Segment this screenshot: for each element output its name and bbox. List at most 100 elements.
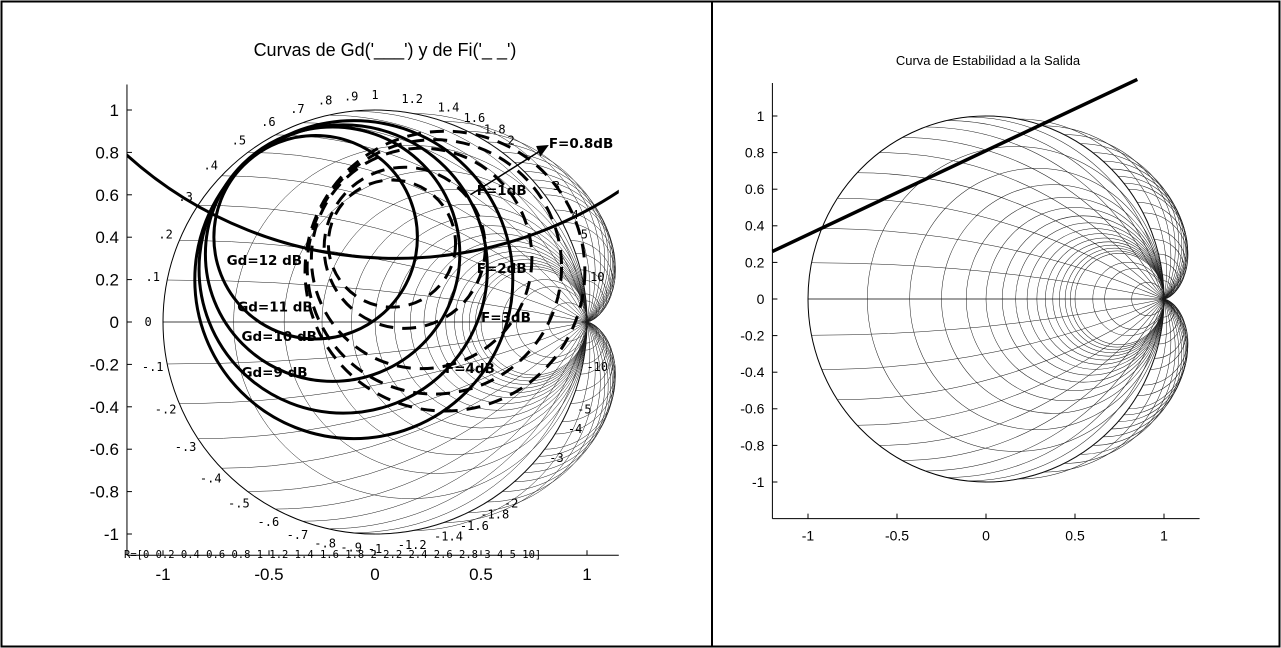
smith-x-label-11: .8 — [318, 94, 332, 108]
smith-x-label-38: -10 — [586, 360, 608, 374]
left-smith-x-arc-pos-13 — [486, 141, 605, 323]
gain-circle-3 — [193, 119, 515, 441]
right-smith-x-arc-pos-27 — [1163, 280, 1173, 300]
right-smith-x-arc-neg-4 — [879, 298, 1165, 446]
noise-label-3: F=3dB — [481, 310, 531, 326]
gain-label-0: Gd=12 dB — [227, 253, 303, 269]
noise-circle-2 — [309, 146, 534, 371]
right-y-tick-label-2: 0.6 — [745, 181, 765, 197]
noise-circle-0 — [326, 178, 458, 309]
right-y-tick-label-1: 0.8 — [745, 145, 765, 161]
smith-x-label-5: 2 — [507, 134, 514, 148]
smith-x-label-37: -5 — [577, 402, 591, 416]
smith-x-label-24: -.5 — [228, 496, 250, 510]
smith-x-label-23: -.4 — [200, 472, 222, 486]
smith-x-label-17: .2 — [158, 228, 172, 242]
smith-x-label-33: -1.8 — [480, 508, 509, 522]
right-y-tick-label-4: 0.2 — [745, 254, 765, 270]
left-smith-x-arc-neg-17 — [532, 321, 615, 465]
right-x-tick-label-0: -1 — [802, 528, 815, 544]
right-y-tick-label-10: -1 — [752, 474, 765, 490]
arrow-line — [470, 147, 545, 196]
left-smith-x-arc-pos-8 — [352, 110, 588, 323]
smith-x-label-2: 1.4 — [438, 100, 460, 114]
right-smith-x-arc-neg-13 — [1080, 298, 1180, 455]
smith-x-label-16: .3 — [178, 190, 192, 204]
smith-x-label-30: -1.2 — [398, 538, 427, 552]
left-chart-title: Curvas de Gd('___') y de Fi('_ _') — [254, 40, 517, 61]
right-smith-x-arc-neg-27 — [1163, 298, 1173, 318]
left-x-tick-label-0: -1 — [155, 565, 170, 584]
right-smith-x-arc-pos-10 — [1018, 118, 1167, 300]
right-axes: -1 -0.5 0 0.5 1 1 0.8 0.6 0.4 0.2 0 -0.2 -0.4 -0.6 -0.… — [740, 83, 1200, 544]
smith-x-label-28: -.9 — [340, 541, 362, 555]
left-smith-x-arc-neg-2 — [198, 321, 588, 439]
smith-x-label-9: 10 — [590, 270, 604, 284]
left-r-values-label: R=[0 0.2 0.4 0.6 0.8 1 1.2 1.4 1.6 1.8 2… — [124, 549, 541, 561]
smith-x-label-25: -.6 — [258, 515, 280, 529]
left-y-tick-label-5: 0 — [109, 313, 118, 332]
right-smith-x-arc-pos-8 — [967, 116, 1165, 300]
left-smith-x-arc-neg-27 — [585, 321, 597, 344]
left-smith-x-arc-pos-14 — [502, 152, 609, 323]
smith-x-label-20: -.1 — [142, 360, 164, 374]
gain-circle-0 — [212, 133, 419, 341]
arrow-head — [536, 144, 549, 157]
right-curves — [771, 77, 1139, 254]
smith-x-label-4: 1.8 — [484, 122, 506, 136]
right-y-tick-label-6: -0.2 — [740, 328, 764, 344]
right-smith-x-arc-neg-2 — [837, 298, 1165, 400]
left-smith-x-arc-pos-27 — [585, 300, 597, 323]
left-curves — [126, 119, 619, 441]
right-smith-x-arc-pos-9 — [985, 115, 1165, 300]
left-smith-x-arc-pos-2 — [198, 205, 588, 323]
smith-x-label-22: -.3 — [175, 440, 197, 454]
smith-x-label-10: .9 — [344, 89, 358, 103]
smith-x-label-21: -.2 — [155, 402, 177, 416]
smith-x-label-27: -.8 — [314, 536, 336, 550]
left-smith-x-arc-pos-7 — [328, 114, 588, 323]
noise-circle-3 — [305, 138, 564, 396]
left-smith-x-arc-neg-3 — [221, 321, 588, 469]
smith-x-label-13: .6 — [261, 115, 275, 129]
right-smith-grid — [807, 115, 1189, 483]
right-x-tick-label-4: 1 — [1160, 528, 1168, 544]
gain-label-3: Gd=9 dB — [241, 365, 307, 381]
smith-x-label-19: 0 — [145, 315, 152, 329]
noise-label-2: F=2dB — [477, 261, 527, 277]
right-smith-x-arc-neg-8 — [967, 298, 1165, 482]
smith-x-label-18: .1 — [145, 270, 159, 284]
left-smith-grid — [162, 109, 616, 535]
left-smith-x-arc-neg-12 — [467, 321, 601, 513]
left-smith-x-arc-pos-1 — [179, 240, 588, 323]
left-smith-x-arc-pos-11 — [443, 121, 596, 323]
left-smith-x-arc-neg-5 — [275, 321, 588, 510]
left-x-tick-label-3: 0.5 — [469, 565, 493, 584]
right-smith-x-arc-neg-12 — [1063, 298, 1176, 464]
right-smith-x-arc-neg-11 — [1043, 298, 1172, 473]
right-smith-x-arc-pos-6 — [925, 126, 1165, 300]
smith-x-label-36: -4 — [568, 422, 582, 436]
smith-x-label-14: .5 — [232, 134, 246, 148]
right-smith-x-arc-pos-11 — [1043, 125, 1172, 300]
right-x-tick-label-3: 0.5 — [1065, 528, 1085, 544]
right-smith-x-arc-neg-6 — [925, 298, 1165, 472]
right-smith-x-arc-neg-3 — [857, 298, 1165, 426]
left-smith-x-arc-pos-9 — [374, 109, 588, 323]
left-x-tick-label-2: 0 — [370, 565, 379, 584]
right-smith-x-arc-pos-1 — [821, 228, 1165, 300]
left-smith-x-arc-neg-10 — [413, 321, 591, 531]
left-smith-x-arc-neg-13 — [486, 321, 605, 503]
smith-x-label-29: -1 — [368, 542, 382, 556]
right-y-tick-label-8: -0.6 — [740, 401, 764, 417]
noise-label-1: F=1dB — [477, 183, 527, 199]
left-smith-x-arc-neg-11 — [443, 321, 596, 523]
right-x-tick-label-2: 0 — [982, 528, 990, 544]
left-smith-x-arc-neg-6 — [302, 321, 588, 522]
right-smith-x-arc-neg-10 — [1018, 298, 1167, 480]
smith-x-label-6: 3 — [553, 179, 560, 193]
right-smith-x-arc-neg-9 — [985, 298, 1165, 483]
left-smith-x-arc-pos-3 — [221, 175, 588, 323]
smith-x-label-26: -.7 — [287, 528, 309, 542]
